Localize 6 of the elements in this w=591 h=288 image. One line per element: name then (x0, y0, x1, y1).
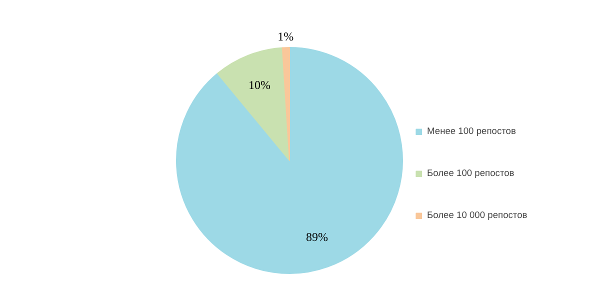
data-label: 89% (306, 230, 328, 244)
legend-label: Менее 100 репостов (427, 126, 516, 136)
legend-label: Более 100 репостов (427, 168, 514, 178)
legend-label: Более 10 000 репостов (427, 210, 528, 220)
data-label: 10% (248, 78, 271, 92)
data-label: 1% (278, 29, 294, 44)
